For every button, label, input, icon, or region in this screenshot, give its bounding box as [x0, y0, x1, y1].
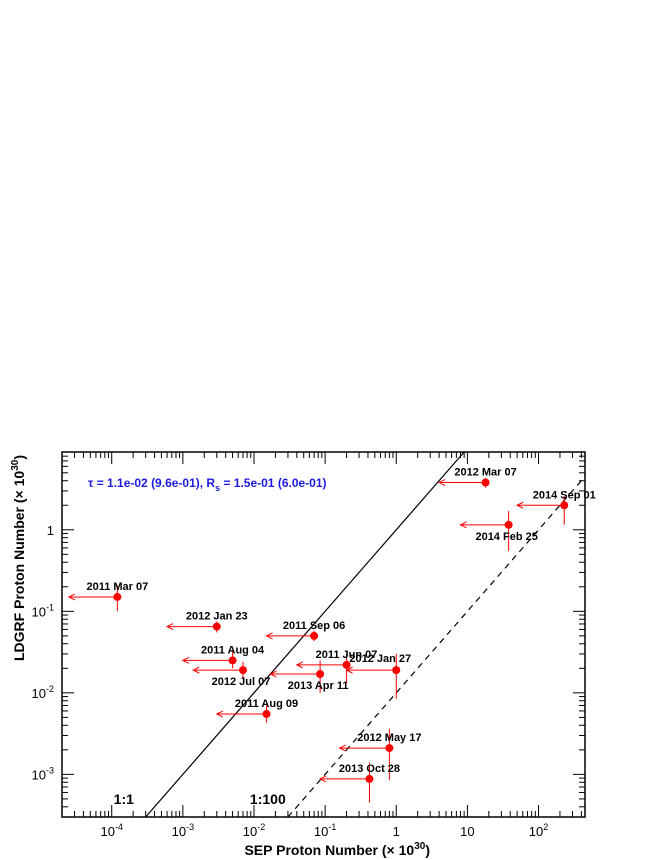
point-label: 2011 Jun 07: [316, 649, 378, 661]
point-marker: [238, 666, 247, 675]
point-label: 2012 Mar 07: [454, 467, 516, 479]
point-label: 2012 Jan 27: [349, 653, 411, 665]
tick-labels: 10-4 10-3 10-2 10-1 1 10 102 10-3 10-2 10-1 1: [32, 523, 549, 839]
arrow-head: [181, 656, 190, 664]
point-label: 2012 Jul 07: [212, 676, 271, 688]
data-point: 2013 Apr 11: [269, 660, 349, 693]
point-label: 2011 Aug 09: [235, 698, 298, 710]
point-marker: [385, 744, 394, 753]
arrow-head: [338, 744, 346, 752]
point-marker: [228, 656, 237, 665]
arrow-head: [295, 661, 304, 669]
data-points: 2012 Mar 07 2014 Sep 01 2014 Feb 25 2011 Ma…: [67, 467, 596, 803]
point-marker: [310, 631, 319, 640]
point-label: 2013 Oct 28: [339, 763, 400, 775]
point-marker: [113, 592, 122, 601]
y-tick-label: 10-2: [32, 684, 54, 701]
point-marker: [212, 622, 221, 631]
point-marker: [481, 478, 490, 487]
point-marker: [560, 501, 569, 510]
point-marker: [262, 710, 271, 719]
arrow-head: [516, 501, 524, 509]
data-point: 2011 Mar 07: [67, 581, 148, 612]
x-tick-label: 10-4: [100, 822, 122, 839]
data-point: 2012 Jan 23: [165, 611, 248, 633]
point-label: 2011 Aug 04: [201, 644, 265, 656]
x-tick-label: 102: [529, 822, 548, 839]
data-point: 2012 Jul 07: [192, 661, 271, 688]
point-label: 2011 Mar 07: [86, 581, 148, 593]
arrow-head: [215, 710, 224, 718]
arrow-head: [265, 632, 273, 640]
data-point: 2012 Mar 07: [437, 467, 517, 488]
reference-lines: 1:1 1:100: [114, 451, 586, 818]
point-marker: [342, 660, 351, 669]
point-marker: [392, 666, 401, 675]
point-label: 2011 Sep 06: [283, 620, 345, 632]
data-point: 2011 Jun 07: [295, 649, 378, 684]
data-point: 2013 Oct 28: [318, 762, 400, 803]
reference-line-label: 1:1: [114, 791, 134, 807]
data-point: 2011 Aug 04: [181, 644, 265, 669]
arrow-head: [269, 670, 277, 678]
arrow-head: [345, 666, 353, 674]
point-marker: [365, 774, 374, 783]
data-point: 2014 Sep 01: [516, 489, 596, 525]
point-label: 2014 Feb 25: [475, 531, 537, 543]
axis-ticks: [61, 451, 585, 818]
correlation-annotation: τ = 1.1e-02 (9.6e-01), Rs = 1.5e-01 (6.0…: [88, 476, 327, 493]
point-label: 2014 Sep 01: [533, 489, 596, 501]
y-tick-label: 1: [47, 523, 54, 538]
reference-line-one-to-hundred: [287, 476, 586, 818]
point-label: 2013 Apr 11: [288, 680, 349, 692]
x-tick-label: 10: [460, 824, 474, 839]
reference-line-label: 1:100: [250, 791, 286, 807]
arrow-head: [459, 521, 467, 529]
point-marker: [316, 670, 325, 679]
x-tick-label: 1: [393, 824, 400, 839]
point-label: 2012 May 17: [357, 732, 421, 744]
data-point: 2012 May 17: [338, 729, 421, 781]
x-tick-label: 10-2: [243, 822, 265, 839]
arrow-head: [437, 479, 446, 486]
y-axis-title: LDGRF Proton Number (× 1030): [10, 455, 27, 661]
reference-line-one-to-one: [145, 451, 465, 818]
x-axis-title: SEP Proton Number (× 1030): [244, 841, 430, 858]
y-tick-label: 10-1: [32, 602, 54, 619]
plot-frame: [61, 451, 586, 818]
data-point: 2011 Aug 09: [215, 698, 298, 723]
point-label: 2012 Jan 23: [186, 611, 248, 623]
data-point: 2014 Feb 25: [459, 511, 538, 551]
arrow-head: [318, 775, 327, 783]
x-tick-label: 10-1: [314, 822, 336, 839]
data-point: 2011 Sep 06: [265, 620, 345, 642]
y-tick-label: 10-3: [32, 765, 54, 782]
arrow-head: [165, 623, 174, 631]
arrow-head: [192, 666, 200, 674]
point-marker: [504, 520, 513, 529]
data-point: 2012 Jan 27: [345, 653, 411, 699]
arrow-head: [67, 593, 76, 601]
x-tick-label: 10-3: [172, 822, 194, 839]
